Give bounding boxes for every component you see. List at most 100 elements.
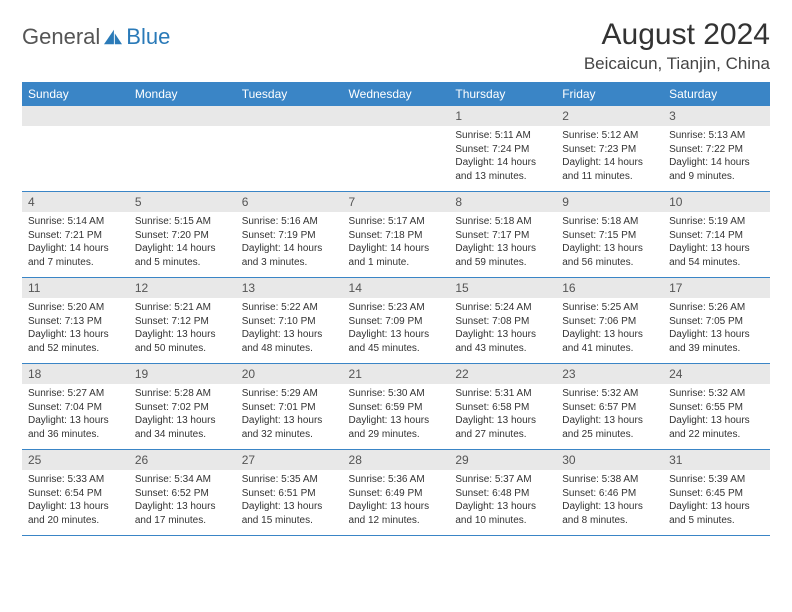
daylight-text: Daylight: 13 hours and 45 minutes.	[349, 328, 444, 355]
day-content: Sunrise: 5:36 AMSunset: 6:49 PMDaylight:…	[343, 470, 450, 535]
day-number: 3	[663, 106, 770, 126]
day-cell: 5Sunrise: 5:15 AMSunset: 7:20 PMDaylight…	[129, 192, 236, 278]
sunrise-text: Sunrise: 5:28 AM	[135, 387, 230, 401]
daylight-text: Daylight: 13 hours and 41 minutes.	[562, 328, 657, 355]
day-number: 11	[22, 278, 129, 298]
day-content: Sunrise: 5:22 AMSunset: 7:10 PMDaylight:…	[236, 298, 343, 363]
sunset-text: Sunset: 7:22 PM	[669, 143, 764, 157]
daylight-text: Daylight: 13 hours and 8 minutes.	[562, 500, 657, 527]
daylight-text: Daylight: 13 hours and 52 minutes.	[28, 328, 123, 355]
day-cell: 31Sunrise: 5:39 AMSunset: 6:45 PMDayligh…	[663, 450, 770, 536]
page-header: General Blue August 2024 Beicaicun, Tian…	[22, 18, 770, 74]
day-cell: 13Sunrise: 5:22 AMSunset: 7:10 PMDayligh…	[236, 278, 343, 364]
day-content: Sunrise: 5:14 AMSunset: 7:21 PMDaylight:…	[22, 212, 129, 277]
day-cell: 19Sunrise: 5:28 AMSunset: 7:02 PMDayligh…	[129, 364, 236, 450]
day-content: Sunrise: 5:33 AMSunset: 6:54 PMDaylight:…	[22, 470, 129, 535]
sunrise-text: Sunrise: 5:24 AM	[455, 301, 550, 315]
day-content: Sunrise: 5:11 AMSunset: 7:24 PMDaylight:…	[449, 126, 556, 191]
sunrise-text: Sunrise: 5:32 AM	[562, 387, 657, 401]
sunrise-text: Sunrise: 5:36 AM	[349, 473, 444, 487]
day-content	[236, 126, 343, 186]
daylight-text: Daylight: 13 hours and 12 minutes.	[349, 500, 444, 527]
day-content	[129, 126, 236, 186]
sunrise-text: Sunrise: 5:16 AM	[242, 215, 337, 229]
daylight-text: Daylight: 13 hours and 10 minutes.	[455, 500, 550, 527]
sunrise-text: Sunrise: 5:39 AM	[669, 473, 764, 487]
sunrise-text: Sunrise: 5:30 AM	[349, 387, 444, 401]
day-cell: 23Sunrise: 5:32 AMSunset: 6:57 PMDayligh…	[556, 364, 663, 450]
sunrise-text: Sunrise: 5:18 AM	[455, 215, 550, 229]
day-content: Sunrise: 5:35 AMSunset: 6:51 PMDaylight:…	[236, 470, 343, 535]
day-cell: 15Sunrise: 5:24 AMSunset: 7:08 PMDayligh…	[449, 278, 556, 364]
day-cell: 3Sunrise: 5:13 AMSunset: 7:22 PMDaylight…	[663, 106, 770, 192]
day-cell	[22, 106, 129, 192]
sunrise-text: Sunrise: 5:17 AM	[349, 215, 444, 229]
daylight-text: Daylight: 13 hours and 17 minutes.	[135, 500, 230, 527]
sunrise-text: Sunrise: 5:20 AM	[28, 301, 123, 315]
sunset-text: Sunset: 7:24 PM	[455, 143, 550, 157]
day-cell: 7Sunrise: 5:17 AMSunset: 7:18 PMDaylight…	[343, 192, 450, 278]
day-cell: 21Sunrise: 5:30 AMSunset: 6:59 PMDayligh…	[343, 364, 450, 450]
day-content: Sunrise: 5:32 AMSunset: 6:55 PMDaylight:…	[663, 384, 770, 449]
day-cell: 22Sunrise: 5:31 AMSunset: 6:58 PMDayligh…	[449, 364, 556, 450]
daylight-text: Daylight: 14 hours and 3 minutes.	[242, 242, 337, 269]
daylight-text: Daylight: 14 hours and 11 minutes.	[562, 156, 657, 183]
sunrise-text: Sunrise: 5:14 AM	[28, 215, 123, 229]
day-cell	[129, 106, 236, 192]
day-content: Sunrise: 5:20 AMSunset: 7:13 PMDaylight:…	[22, 298, 129, 363]
day-content: Sunrise: 5:15 AMSunset: 7:20 PMDaylight:…	[129, 212, 236, 277]
day-cell: 8Sunrise: 5:18 AMSunset: 7:17 PMDaylight…	[449, 192, 556, 278]
day-content: Sunrise: 5:19 AMSunset: 7:14 PMDaylight:…	[663, 212, 770, 277]
day-header-sunday: Sunday	[22, 82, 129, 106]
day-number: 21	[343, 364, 450, 384]
brand-logo: General Blue	[22, 24, 170, 50]
day-content: Sunrise: 5:39 AMSunset: 6:45 PMDaylight:…	[663, 470, 770, 535]
day-content: Sunrise: 5:16 AMSunset: 7:19 PMDaylight:…	[236, 212, 343, 277]
day-cell: 18Sunrise: 5:27 AMSunset: 7:04 PMDayligh…	[22, 364, 129, 450]
day-content: Sunrise: 5:12 AMSunset: 7:23 PMDaylight:…	[556, 126, 663, 191]
daylight-text: Daylight: 13 hours and 27 minutes.	[455, 414, 550, 441]
day-content: Sunrise: 5:23 AMSunset: 7:09 PMDaylight:…	[343, 298, 450, 363]
day-cell: 6Sunrise: 5:16 AMSunset: 7:19 PMDaylight…	[236, 192, 343, 278]
day-number: 25	[22, 450, 129, 470]
brand-sail-icon	[102, 28, 124, 46]
day-cell: 10Sunrise: 5:19 AMSunset: 7:14 PMDayligh…	[663, 192, 770, 278]
day-number: 28	[343, 450, 450, 470]
sunrise-text: Sunrise: 5:29 AM	[242, 387, 337, 401]
day-number: 30	[556, 450, 663, 470]
sunrise-text: Sunrise: 5:27 AM	[28, 387, 123, 401]
day-content: Sunrise: 5:17 AMSunset: 7:18 PMDaylight:…	[343, 212, 450, 277]
sunrise-text: Sunrise: 5:34 AM	[135, 473, 230, 487]
sunset-text: Sunset: 6:59 PM	[349, 401, 444, 415]
day-content: Sunrise: 5:29 AMSunset: 7:01 PMDaylight:…	[236, 384, 343, 449]
day-header-saturday: Saturday	[663, 82, 770, 106]
day-number: 27	[236, 450, 343, 470]
daylight-text: Daylight: 13 hours and 56 minutes.	[562, 242, 657, 269]
daylight-text: Daylight: 13 hours and 20 minutes.	[28, 500, 123, 527]
day-cell: 26Sunrise: 5:34 AMSunset: 6:52 PMDayligh…	[129, 450, 236, 536]
sunrise-text: Sunrise: 5:11 AM	[455, 129, 550, 143]
day-cell: 12Sunrise: 5:21 AMSunset: 7:12 PMDayligh…	[129, 278, 236, 364]
sunset-text: Sunset: 7:20 PM	[135, 229, 230, 243]
sunset-text: Sunset: 7:09 PM	[349, 315, 444, 329]
sunset-text: Sunset: 6:51 PM	[242, 487, 337, 501]
day-content: Sunrise: 5:32 AMSunset: 6:57 PMDaylight:…	[556, 384, 663, 449]
day-number: 24	[663, 364, 770, 384]
day-number-empty	[343, 106, 450, 126]
page-title: August 2024	[584, 18, 770, 52]
day-number: 1	[449, 106, 556, 126]
sunset-text: Sunset: 7:18 PM	[349, 229, 444, 243]
day-number: 22	[449, 364, 556, 384]
daylight-text: Daylight: 13 hours and 25 minutes.	[562, 414, 657, 441]
sunset-text: Sunset: 7:13 PM	[28, 315, 123, 329]
day-cell: 16Sunrise: 5:25 AMSunset: 7:06 PMDayligh…	[556, 278, 663, 364]
day-number: 16	[556, 278, 663, 298]
day-number-empty	[236, 106, 343, 126]
day-number: 14	[343, 278, 450, 298]
sunset-text: Sunset: 7:14 PM	[669, 229, 764, 243]
sunset-text: Sunset: 7:05 PM	[669, 315, 764, 329]
day-number: 4	[22, 192, 129, 212]
day-number: 13	[236, 278, 343, 298]
day-cell: 17Sunrise: 5:26 AMSunset: 7:05 PMDayligh…	[663, 278, 770, 364]
day-number-empty	[22, 106, 129, 126]
